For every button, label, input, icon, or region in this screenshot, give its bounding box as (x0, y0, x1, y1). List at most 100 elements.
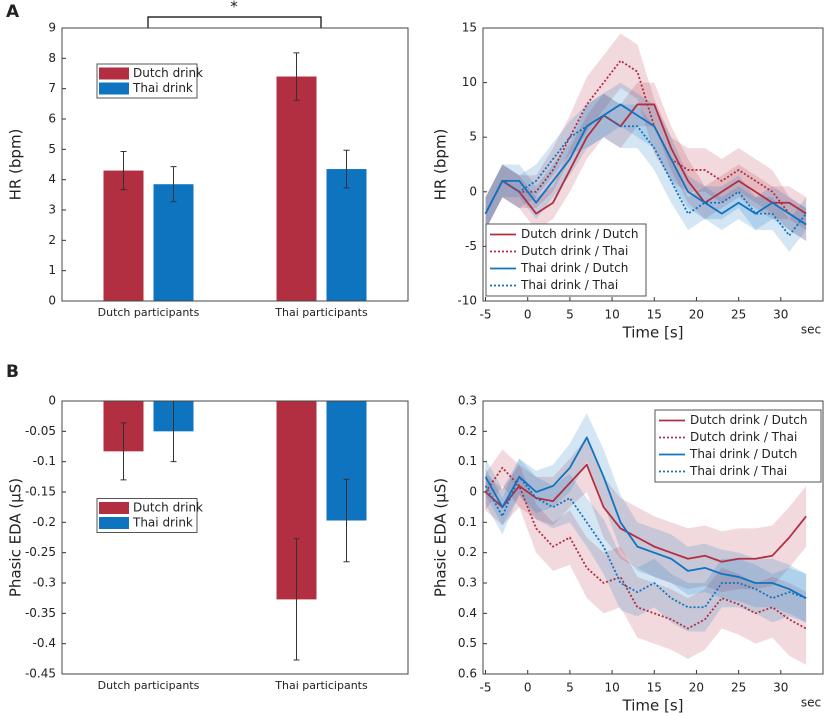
axes-box (482, 27, 824, 302)
y-tick-label: 8 (48, 51, 56, 65)
legend-label: Thai drink / Thai (520, 278, 618, 292)
y-tick-label: 0 (469, 485, 477, 499)
y-tick-label: -0.2 (33, 515, 56, 529)
significance-star: * (230, 0, 238, 16)
error-band (485, 413, 807, 623)
y-tick-label: 7 (48, 81, 56, 95)
chart: 0 1 2 3 4 5 6 7 8 9 HR (bpm) Dutch participants Thai… (7, 21, 409, 319)
y-tick-label: -0.25 (25, 545, 56, 559)
legend-label: Dutch drink / Dutch (690, 413, 807, 427)
y-axis-label: Phasic EDA (μS) (7, 478, 25, 597)
x-axis-label: Time [s] (622, 324, 684, 342)
chart: 0.6 0.5 0.4 0.3 0.2 0.1 0 0.1 0.2 0.3 Phasic EDA (… (432, 394, 824, 715)
x-tick-label: -5 (480, 681, 492, 695)
x-tick-label: Dutch participants (98, 306, 200, 319)
legend: Dutch drink / Dutch Dutch drink / Thai Tha… (654, 409, 822, 483)
y-tick-label: -0.45 (25, 667, 56, 681)
error-bar (120, 422, 127, 481)
y-tick-label: 2 (48, 233, 56, 247)
y-axis-label: Phasic EDA (μS) (432, 478, 450, 597)
bar (153, 184, 194, 301)
legend-label: Thai drink (132, 81, 193, 95)
x-tick-label: 25 (731, 308, 746, 322)
y-tick-label: 0.4 (458, 606, 477, 620)
error-bar (293, 538, 300, 661)
legend: Dutch drink / Dutch Dutch drink / Thai Tha… (485, 223, 647, 297)
x-tick-label: 5 (566, 308, 574, 322)
x-tick-label: 25 (731, 681, 746, 695)
y-tick-label: 3 (48, 203, 56, 217)
y-tick-label: 0.3 (458, 576, 477, 590)
panel-label: A (6, 2, 20, 22)
y-tick-label: -0.05 (25, 424, 56, 438)
error-band (485, 437, 807, 593)
y-tick-label: 9 (48, 21, 56, 35)
line (484, 436, 807, 599)
legend-label: Dutch drink (133, 66, 203, 80)
line (484, 103, 807, 226)
line (484, 103, 807, 215)
y-tick-label: -10 (457, 294, 477, 308)
y-tick-label: 5 (469, 130, 477, 144)
y-tick-label: 4 (48, 172, 56, 186)
panel-label: B (6, 362, 19, 382)
y-tick-label: 0 (469, 184, 477, 198)
bar (326, 169, 367, 301)
legend-box (485, 223, 647, 297)
y-tick-label: 0.3 (458, 394, 477, 408)
chart: -0.45 -0.4 -0.35 -0.3 -0.25 -0.2 -0.15 -0.1 -0.0… (7, 394, 409, 692)
y-tick-label: -0.4 (33, 636, 56, 650)
y-tick-label: 0.6 (458, 667, 477, 681)
x-tick-label: 20 (689, 308, 704, 322)
error-bar (343, 149, 350, 189)
legend-swatch (99, 82, 129, 95)
legend-swatch (99, 517, 129, 529)
line (484, 466, 807, 630)
x-tick-label: 5 (566, 681, 574, 695)
legend-swatch (99, 502, 129, 514)
bar (276, 76, 317, 302)
legend-label: Thai drink / Dutch (520, 261, 628, 275)
x-tick-label: 30 (773, 681, 788, 695)
x-tick-label: Thai participants (274, 306, 368, 319)
error-band (485, 458, 807, 632)
y-tick-label: 1 (48, 263, 56, 277)
error-bar (120, 150, 127, 191)
legend-label: Thai drink / Dutch (689, 447, 797, 461)
legend-label: Dutch drink / Thai (521, 244, 628, 258)
x-tick-label: 15 (647, 681, 662, 695)
series-group (484, 33, 807, 252)
series-group (484, 413, 807, 665)
y-tick-label: 15 (462, 21, 477, 35)
y-axis-label: HR (bpm) (432, 129, 450, 201)
legend-label: Dutch drink (133, 501, 203, 515)
y-tick-label: -0.35 (25, 606, 56, 620)
legend-box (654, 409, 822, 483)
y-tick-label: 0 (48, 294, 56, 308)
line (484, 114, 807, 237)
line (484, 463, 807, 563)
y-tick-label: 10 (462, 75, 477, 89)
y-tick-label: 0.1 (458, 515, 477, 529)
y-tick-label: 5 (48, 142, 56, 156)
error-bar (343, 478, 350, 563)
axes-box (61, 400, 409, 675)
error-band (485, 82, 807, 231)
x-tick-label: 10 (604, 681, 619, 695)
error-band (485, 93, 807, 252)
x-tick-label: -5 (480, 308, 492, 322)
legend-label: Dutch drink / Thai (690, 430, 797, 444)
x-tick-label: 20 (689, 681, 704, 695)
line (484, 475, 807, 609)
axes-box (61, 27, 409, 302)
y-tick-label: -0.15 (25, 485, 56, 499)
legend-label: Dutch drink / Dutch (521, 227, 638, 241)
y-tick-label: -0.1 (33, 454, 56, 468)
x-tick-label: 30 (773, 308, 788, 322)
y-tick-label: -5 (465, 239, 477, 253)
legend-swatch (99, 67, 129, 80)
